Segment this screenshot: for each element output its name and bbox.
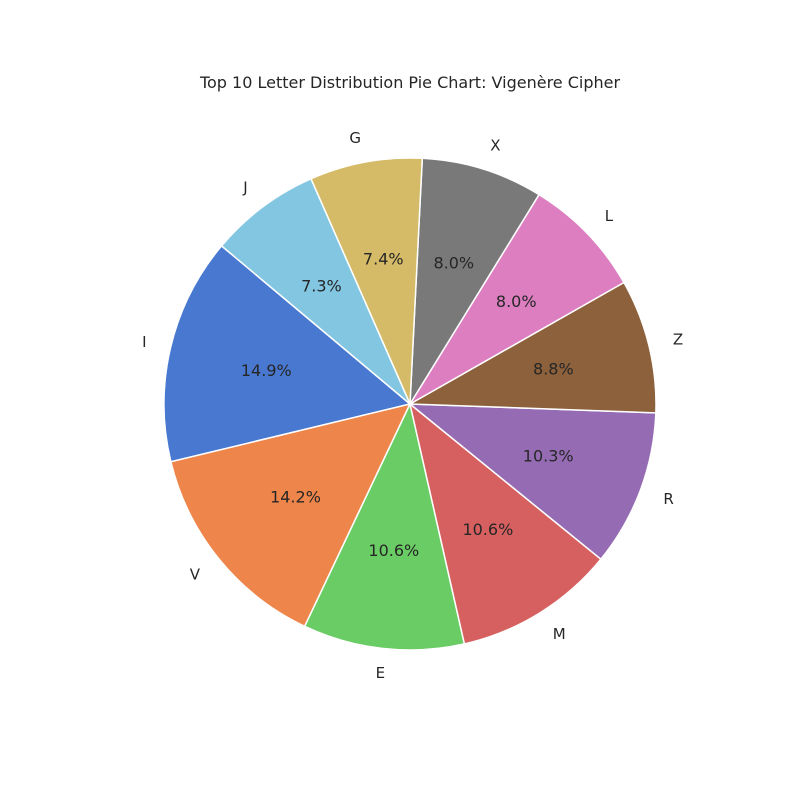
slice-category-label: M (553, 625, 566, 643)
slice-percent-label: 8.0% (433, 254, 474, 273)
slice-category-label: L (605, 207, 614, 225)
slice-category-label: E (376, 664, 385, 682)
slice-percent-label: 8.0% (496, 292, 537, 311)
pie-slice-g (309, 157, 424, 405)
pie-slice-v (169, 402, 412, 628)
slice-percent-label: 10.6% (462, 520, 513, 539)
pie-slice-i (163, 244, 412, 463)
chart-title: Top 10 Letter Distribution Pie Chart: Vi… (199, 73, 621, 92)
pie-slice-z (407, 281, 657, 414)
slice-percent-label: 14.9% (241, 361, 292, 380)
pie-slices (163, 157, 657, 651)
slice-percent-label: 14.2% (270, 488, 321, 507)
pie-slice-j (220, 177, 411, 405)
slice-category-label: I (142, 333, 146, 351)
slice-percent-label: 10.6% (368, 541, 419, 560)
slice-category-label: G (349, 129, 361, 147)
pie-slice-x (409, 157, 541, 405)
slice-category-label: R (663, 490, 673, 508)
pie-slice-e (303, 401, 466, 651)
slice-category-label: X (490, 137, 500, 155)
slice-percent-label: 7.4% (363, 249, 404, 268)
pie-slice-m (408, 402, 602, 645)
slice-category-label: V (190, 566, 201, 584)
slice-category-label: Z (673, 331, 683, 349)
slice-percent-label: 10.3% (523, 446, 574, 465)
pie-slice-l (409, 193, 625, 405)
slice-category-label: J (242, 179, 247, 197)
pie-slice-r (407, 403, 657, 561)
slice-percent-label: 7.3% (301, 276, 342, 295)
slice-percent-label: 8.8% (533, 359, 574, 378)
pie-labels: 14.9% I 14.2% V 10.6% E 10.6% M 10.3% R 8.8% Z 8.0% L… (142, 129, 683, 682)
